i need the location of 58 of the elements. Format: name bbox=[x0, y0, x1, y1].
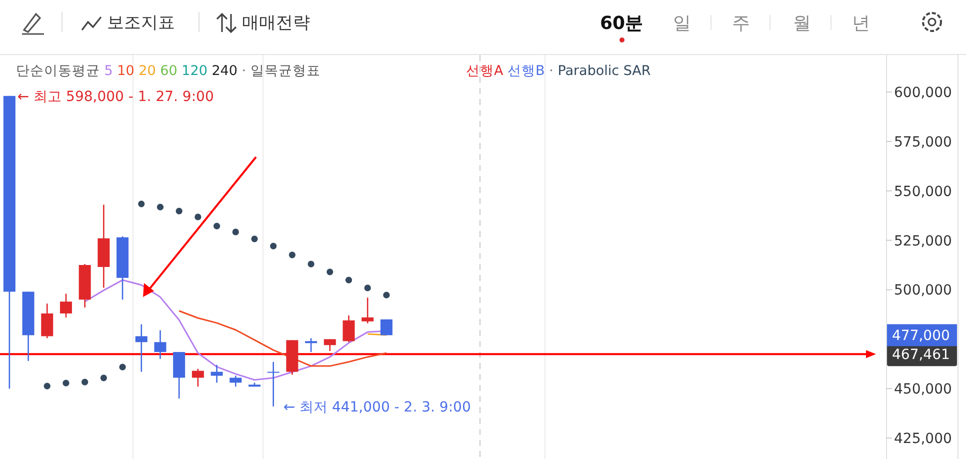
text: 240 bbox=[212, 63, 238, 79]
candlestick bbox=[41, 302, 54, 339]
candlestick bbox=[342, 314, 355, 343]
point bbox=[82, 378, 88, 386]
point bbox=[308, 260, 314, 268]
candlestick bbox=[305, 338, 318, 353]
point bbox=[364, 284, 371, 292]
point bbox=[270, 242, 277, 250]
point bbox=[251, 236, 258, 242]
text: · bbox=[242, 63, 246, 79]
text: 년 bbox=[852, 13, 870, 34]
text: 20 bbox=[138, 63, 156, 79]
point bbox=[119, 364, 126, 370]
point bbox=[232, 228, 239, 236]
text: 일 bbox=[673, 13, 691, 34]
point bbox=[326, 268, 334, 276]
text: 주 bbox=[732, 13, 750, 34]
text: 월 bbox=[793, 13, 811, 34]
point bbox=[345, 276, 352, 284]
text: 보조지표 bbox=[107, 13, 175, 33]
point bbox=[176, 208, 182, 214]
y-tick-label: 575,000 bbox=[894, 134, 952, 150]
y-tick-label: 425,000 bbox=[894, 431, 952, 448]
point bbox=[194, 214, 202, 220]
point bbox=[213, 222, 220, 230]
text: 일목균형표 bbox=[250, 63, 320, 79]
point bbox=[62, 380, 70, 386]
text: 477,000 bbox=[892, 328, 950, 344]
y-tick-label: 450,000 bbox=[894, 382, 952, 398]
legend2: 선행A 선행B · Parabolic SAR bbox=[466, 63, 651, 79]
point bbox=[44, 382, 50, 390]
text: 5 bbox=[104, 63, 113, 79]
y-tick-label: 500,000 bbox=[894, 282, 952, 299]
point bbox=[156, 204, 164, 210]
candlestick bbox=[230, 375, 242, 388]
annotation: ← 최고 598,000 - 1. 27. 9:00 bbox=[17, 88, 214, 105]
text: 매매전략 bbox=[242, 13, 310, 33]
y-tick-label: 600,000 bbox=[894, 84, 952, 101]
point bbox=[138, 200, 145, 208]
text: 단순이동평균 bbox=[16, 63, 100, 79]
text: 120 bbox=[182, 63, 208, 79]
candlestick bbox=[154, 330, 166, 360]
annotation: ← 최저 441,000 - 2. 3. 9:00 bbox=[283, 399, 471, 416]
text: 10 bbox=[117, 63, 134, 79]
ref-line-label: 467,461 bbox=[892, 347, 950, 364]
candlestick bbox=[324, 338, 336, 352]
point bbox=[383, 292, 390, 298]
y-tick-label: 550,000 bbox=[894, 184, 952, 200]
candlestick bbox=[135, 324, 148, 372]
text: 60 bbox=[160, 63, 178, 79]
y-tick-label: 525,000 bbox=[894, 233, 952, 250]
candlestick bbox=[362, 296, 374, 324]
text: 60분 bbox=[600, 13, 644, 34]
candlestick bbox=[192, 368, 204, 388]
candlestick bbox=[267, 361, 280, 408]
point bbox=[288, 252, 296, 258]
point bbox=[100, 374, 107, 382]
candlestick bbox=[60, 293, 72, 318]
